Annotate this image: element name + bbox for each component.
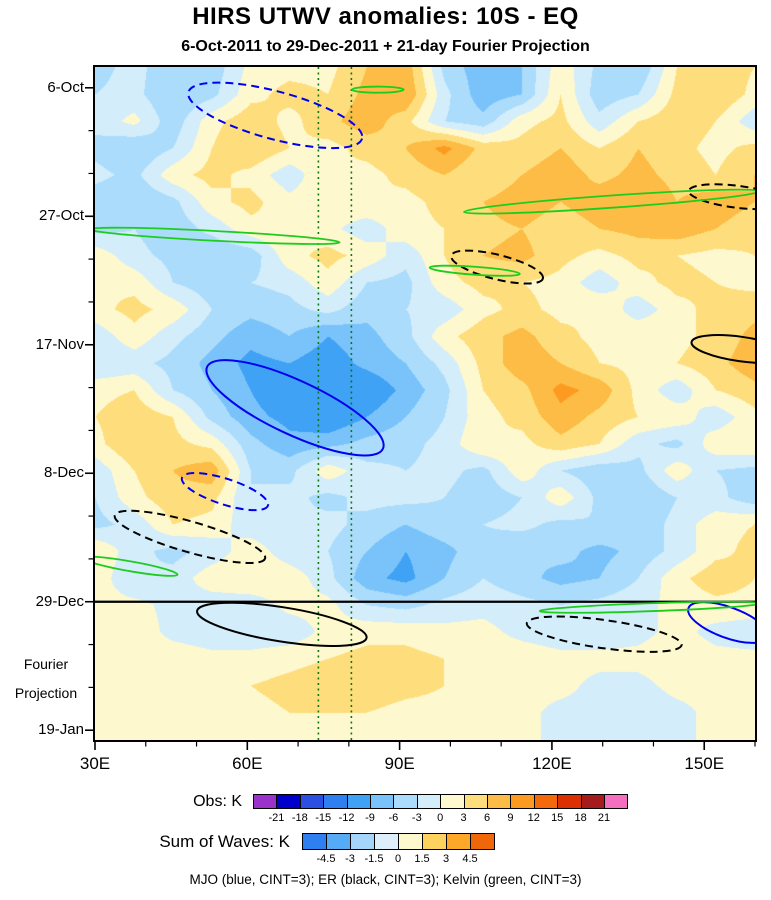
colorbar-tick-label: 0 [394,853,402,865]
colorbar-tick-label: -12 [338,812,355,824]
fourier-projection-line2: Projection [14,685,78,701]
obs-colorbar-label: Obs: K [193,793,242,810]
y-tick-label: 6-Oct [47,78,84,96]
colorbar-tick-label: -4.5 [316,853,336,865]
colorbar-tick-label: -15 [315,812,332,824]
er-contour [196,601,368,647]
x-tick-label: 60E [232,754,263,773]
colorbar-tick-label: -6 [388,812,399,824]
colorbar-box [557,794,582,809]
er-contour [690,334,755,365]
colorbar-tick-label: -3 [411,812,422,824]
colorbar-box [326,833,351,850]
mjo-contour [687,601,755,644]
kelvin-contour [95,226,341,245]
colorbar-tick-label: 4.5 [462,853,478,865]
x-tick-label: 90E [384,754,415,773]
colorbar-tick-label: -21 [268,812,285,824]
colorbar-tick-label: 18 [574,812,587,824]
kelvin-contour [538,600,755,614]
chart-title: HIRS UTWV anomalies: 10S - EQ [192,3,579,30]
colorbar-box [487,794,512,809]
colorbar-tick-label: 21 [597,812,611,824]
colorbar-tick-label: 15 [551,812,564,824]
colorbar-tick-label: 1.5 [414,853,430,865]
y-tick-label: 17-Nov [35,335,84,353]
fourier-projection-label: Fourier Projection [2,650,90,708]
colorbar-box [374,833,399,850]
colorbar-tick-label: 6 [483,812,491,824]
er-contour [450,249,545,285]
y-tick-label: 27-Oct [38,207,84,225]
colorbar-box [276,794,301,809]
x-tick-label: 120E [532,754,572,773]
colorbar-box [323,794,348,809]
contour-overlay [95,67,755,740]
colorbar-box [533,794,559,809]
anomaly-field-canvas [95,67,755,740]
kelvin-contour [350,85,405,94]
colorbar-box [604,794,629,809]
colorbar-box [422,833,447,850]
colorbar-box [398,833,423,850]
er-contour [687,183,755,211]
colorbar-box [350,833,375,850]
x-tick-label: 150E [684,754,725,773]
colorbar-box [299,794,325,809]
colorbar-box [580,794,605,809]
y-tick-label: 29-Dec [35,592,84,610]
kelvin-contour [428,264,521,277]
colorbar-box [302,833,327,850]
mjo-contour [180,472,270,512]
colorbar-box [440,794,465,809]
colorbar-tick-label: -9 [365,812,375,824]
colorbar-tick-label: -18 [291,812,308,824]
fourier-projection-line1: Fourier [23,656,69,672]
mjo-contour [205,359,385,457]
chart-subtitle: 6-Oct-2011 to 29-Dec-2011 + 21-day Fouri… [181,38,590,55]
colorbar-box [470,833,495,850]
y-tick-label: 8-Dec [43,464,84,482]
colorbar-tick-label: 9 [507,812,514,824]
colorbar-box [346,794,371,809]
er-contour [113,509,267,564]
sum-colorbar-label: Sum of Waves: K [159,832,290,851]
colorbar-box [416,794,442,809]
wave-legend-caption: MJO (blue, CINT=3); ER (black, CINT=3); … [189,872,582,887]
colorbar-box [370,794,395,809]
plot-area [93,65,757,742]
colorbar-tick-label: 3 [460,812,467,824]
mjo-contour [187,81,364,150]
x-tick-label: 30E [79,754,111,773]
er-contour [525,615,683,653]
colorbar-box [510,794,535,809]
colorbar-tick-label: -1.5 [364,853,384,865]
colorbar-tick-label: 12 [527,812,540,824]
colorbar-tick-label: -3 [345,853,355,865]
colorbar-box [463,794,488,809]
colorbar-box [253,794,278,809]
colorbar-tick-label: 0 [437,812,444,824]
colorbar-tick-label: 3 [442,853,450,865]
kelvin-contour [463,188,755,215]
y-tick-label: 19-Jan [38,721,84,739]
colorbar-box [393,794,418,809]
kelvin-contour [95,555,179,577]
colorbar-box [446,833,471,850]
